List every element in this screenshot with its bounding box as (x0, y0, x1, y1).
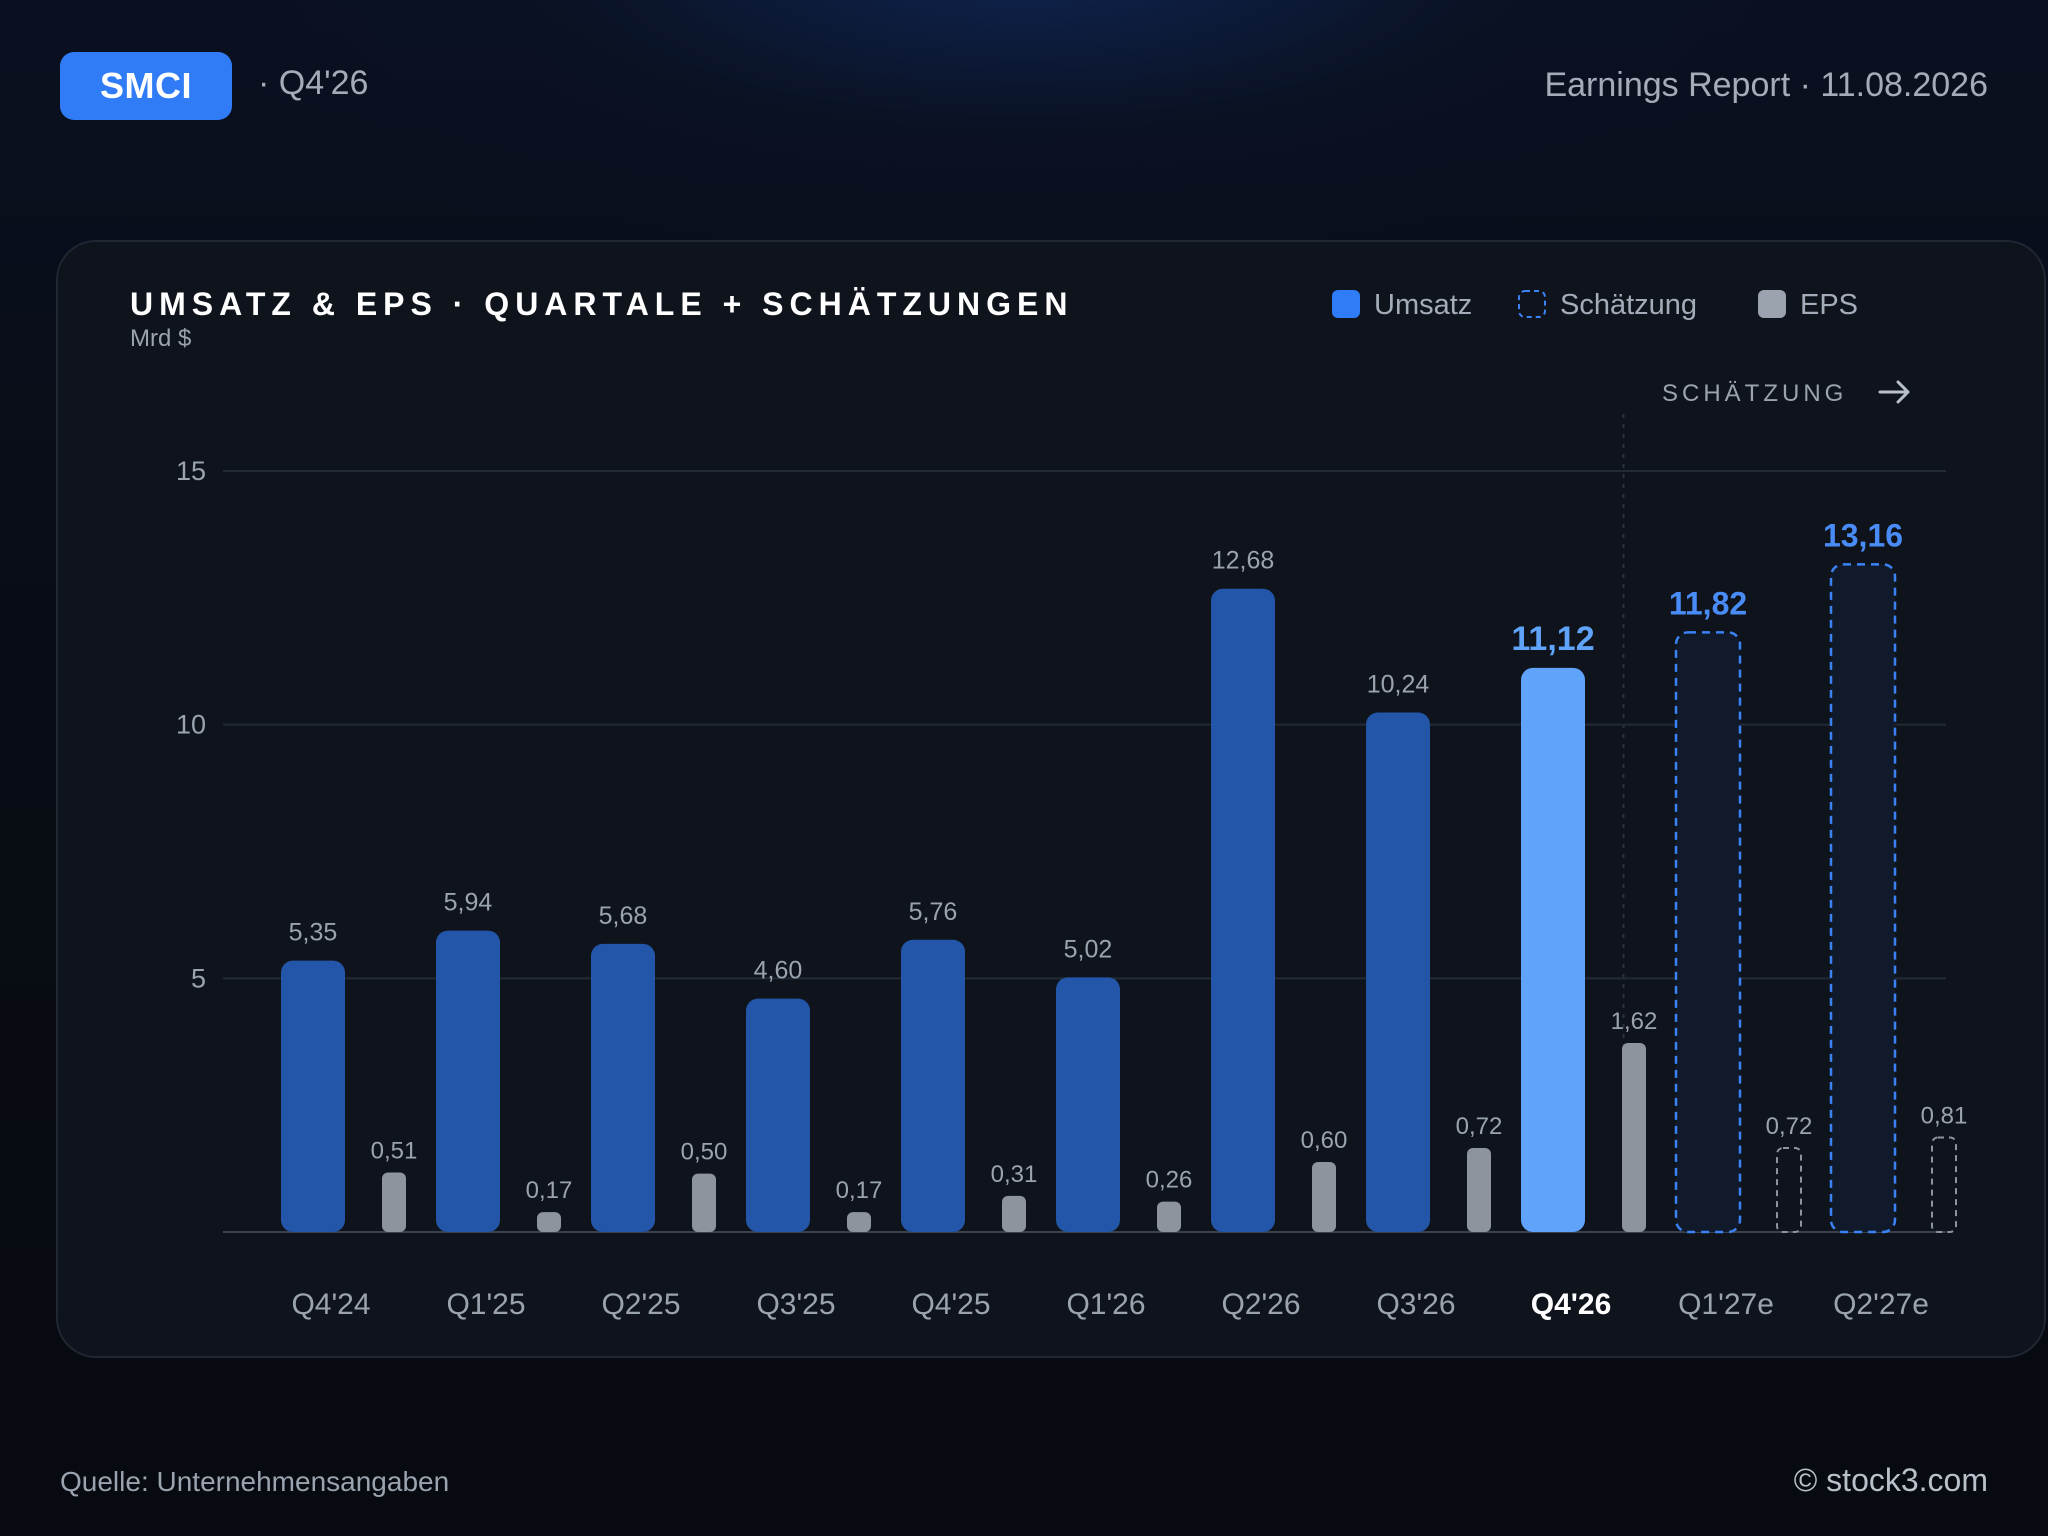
revenue-eps-chart: UMSATZ & EPS · QUARTALE + SCHÄTZUNGEN Mrd… (130, 286, 1968, 1321)
ticker-badge: SMCI (60, 52, 232, 120)
revenue-bar (1211, 588, 1275, 1232)
x-tick-label: Q2'27e (1833, 1288, 1929, 1321)
revenue-value-label: 12,68 (1212, 547, 1275, 575)
revenue-value-label: 11,82 (1669, 585, 1747, 621)
eps-value-label: 0,72 (1766, 1113, 1813, 1140)
revenue-value-label: 5,68 (599, 902, 648, 930)
revenue-value-label: 11,12 (1511, 620, 1594, 658)
x-tick-label: Q1'27e (1678, 1288, 1774, 1321)
brand-footer: © stock3.com (1793, 1462, 1988, 1498)
source-note: Quelle: Unternehmensangaben (60, 1466, 450, 1497)
eps-value-label: 0,26 (1146, 1167, 1193, 1194)
eps-value-label: 0,50 (681, 1139, 728, 1166)
revenue-value-label: 5,35 (289, 919, 338, 947)
x-tick-label: Q1'25 (446, 1288, 525, 1321)
eps-bar-estimate (1776, 1146, 1802, 1233)
y-tick-label: 5 (191, 963, 206, 993)
eps-bar (847, 1212, 871, 1232)
eps-value-label: 0,17 (836, 1177, 883, 1204)
eps-value-label: 0,72 (1456, 1113, 1503, 1140)
y-unit-label: Mrd $ (130, 325, 191, 352)
revenue-value-label: 13,16 (1823, 517, 1903, 553)
revenue-value-label: 5,94 (444, 889, 493, 917)
legend-swatch-estimate (1518, 290, 1546, 318)
eps-value-label: 1,62 (1611, 1008, 1658, 1035)
revenue-bar-estimate (1674, 631, 1742, 1234)
revenue-bar (281, 960, 345, 1232)
period-label: · Q4'26 (258, 64, 369, 102)
arrow-right-icon (1878, 380, 1910, 404)
eps-bar (1467, 1147, 1491, 1232)
revenue-value-label: 4,60 (754, 957, 803, 985)
revenue-value-label: 5,02 (1064, 935, 1113, 963)
x-tick-label: Q4'24 (291, 1288, 370, 1321)
eps-bar (692, 1173, 716, 1232)
eps-bar (1157, 1201, 1181, 1232)
revenue-bar (1366, 712, 1430, 1232)
revenue-value-label: 5,76 (909, 898, 958, 926)
revenue-bar (436, 930, 500, 1232)
legend-swatch-revenue (1332, 290, 1360, 318)
y-tick-label: 10 (176, 710, 206, 740)
x-tick-label: Q2'25 (601, 1288, 680, 1321)
legend-label-estimate: Schätzung (1560, 289, 1697, 321)
x-tick-label: Q3'26 (1376, 1288, 1455, 1321)
eps-value-label: 0,17 (526, 1177, 573, 1204)
x-tick-label: Q3'25 (756, 1288, 835, 1321)
x-tick-label: Q4'26 (1531, 1288, 1612, 1321)
report-date-label: Earnings Report · 11.08.2026 (1544, 66, 1988, 104)
legend-label-eps: EPS (1800, 289, 1858, 321)
eps-bar (1622, 1042, 1646, 1232)
revenue-bar (746, 998, 810, 1232)
eps-bar (1312, 1161, 1336, 1232)
revenue-bar (1521, 667, 1585, 1232)
eps-bar (537, 1212, 561, 1232)
chart-card: UMSATZ & EPS · QUARTALE + SCHÄTZUNGEN Mrd… (56, 240, 2046, 1358)
eps-bar (382, 1172, 406, 1232)
eps-bar (1002, 1195, 1026, 1232)
eps-value-label: 0,51 (371, 1137, 418, 1164)
y-tick-label: 15 (176, 456, 206, 486)
eps-value-label: 0,31 (991, 1161, 1038, 1188)
x-tick-label: Q2'26 (1221, 1288, 1300, 1321)
eps-value-label: 0,81 (1921, 1102, 1968, 1129)
revenue-bar (901, 939, 965, 1232)
eps-bar-estimate (1931, 1136, 1957, 1234)
revenue-bar-estimate (1829, 563, 1897, 1234)
estimate-marker-label: SCHÄTZUNG (1662, 380, 1847, 407)
legend-label-revenue: Umsatz (1374, 289, 1472, 321)
revenue-bar (1056, 977, 1120, 1232)
x-tick-label: Q4'25 (911, 1288, 990, 1321)
x-tick-label: Q1'26 (1066, 1288, 1145, 1321)
revenue-value-label: 10,24 (1367, 670, 1430, 698)
chart-title: UMSATZ & EPS · QUARTALE + SCHÄTZUNGEN (130, 286, 1073, 322)
revenue-bar (591, 943, 655, 1232)
legend-swatch-eps (1758, 290, 1786, 318)
eps-value-label: 0,60 (1301, 1127, 1348, 1154)
